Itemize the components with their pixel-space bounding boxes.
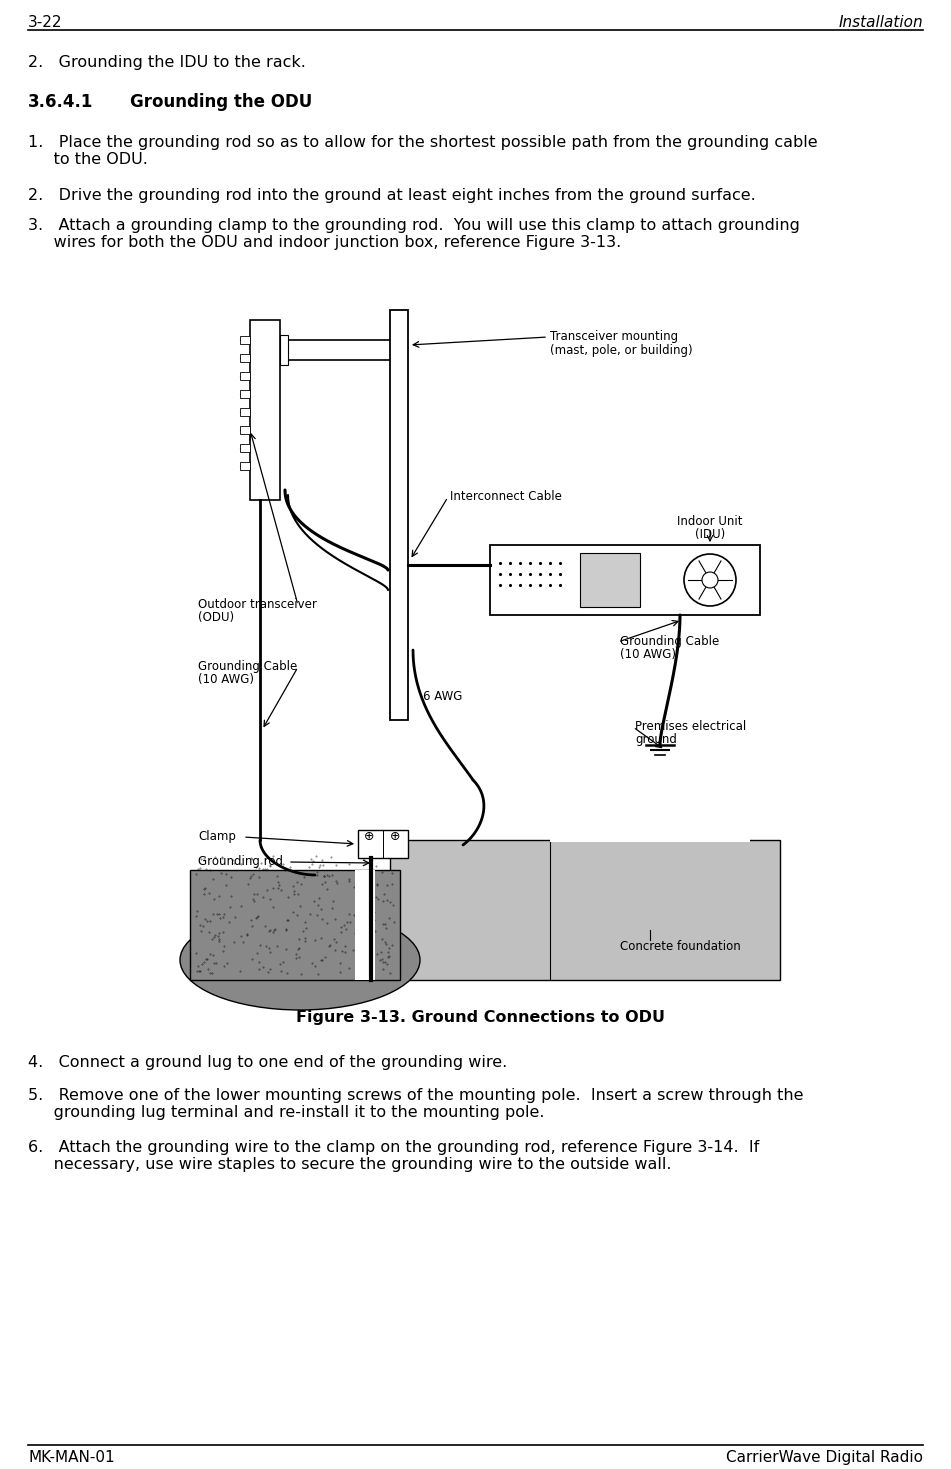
- Bar: [550, 707, 750, 842]
- Text: Grounding rod: Grounding rod: [198, 855, 283, 868]
- Text: (IDU): (IDU): [695, 527, 725, 541]
- Text: necessary, use wire staples to secure the grounding wire to the outside wall.: necessary, use wire staples to secure th…: [28, 1158, 671, 1172]
- Text: Concrete foundation: Concrete foundation: [620, 940, 741, 953]
- Bar: [580, 552, 640, 607]
- Text: CarrierWave Digital Radio: CarrierWave Digital Radio: [726, 1450, 923, 1465]
- Text: ⊕: ⊕: [390, 830, 400, 843]
- Text: wires for both the ODU and indoor junction box, reference Figure 3-13.: wires for both the ODU and indoor juncti…: [28, 235, 621, 250]
- Text: ⊕: ⊕: [363, 830, 375, 843]
- Text: Grounding Cable: Grounding Cable: [198, 660, 298, 673]
- Text: to the ODU.: to the ODU.: [28, 151, 147, 167]
- Bar: [490, 545, 760, 616]
- Text: (mast, pole, or building): (mast, pole, or building): [550, 344, 692, 357]
- Text: 2.   Drive the grounding rod into the ground at least eight inches from the grou: 2. Drive the grounding rod into the grou…: [28, 188, 756, 203]
- Text: (10 AWG): (10 AWG): [620, 648, 676, 661]
- Text: MK-MAN-01: MK-MAN-01: [28, 1450, 115, 1465]
- Bar: [240, 461, 250, 470]
- Text: 4.   Connect a ground lug to one end of the grounding wire.: 4. Connect a ground lug to one end of th…: [28, 1055, 507, 1069]
- Bar: [240, 372, 250, 380]
- Text: 6.   Attach the grounding wire to the clamp on the grounding rod, reference Figu: 6. Attach the grounding wire to the clam…: [28, 1140, 759, 1155]
- Text: Grounding Cable: Grounding Cable: [620, 635, 719, 648]
- Text: 3.6.4.1: 3.6.4.1: [28, 93, 93, 112]
- Text: ground: ground: [635, 733, 677, 746]
- Bar: [240, 408, 250, 416]
- Text: Outdoor transceiver: Outdoor transceiver: [198, 598, 317, 611]
- Bar: [390, 310, 408, 720]
- Bar: [358, 830, 408, 858]
- Ellipse shape: [180, 909, 420, 1011]
- Bar: [240, 336, 250, 344]
- Text: 3-22: 3-22: [28, 15, 63, 29]
- Text: Interconnect Cable: Interconnect Cable: [450, 491, 562, 502]
- Text: Transceiver mounting: Transceiver mounting: [550, 331, 678, 342]
- Text: Installation: Installation: [839, 15, 923, 29]
- Text: 1.   Place the grounding rod so as to allow for the shortest possible path from : 1. Place the grounding rod so as to allo…: [28, 135, 818, 150]
- Bar: [240, 354, 250, 361]
- Text: Indoor Unit: Indoor Unit: [677, 516, 743, 527]
- Text: Grounding the ODU: Grounding the ODU: [130, 93, 312, 112]
- Text: 6 AWG: 6 AWG: [423, 690, 462, 704]
- Text: 2.   Grounding the IDU to the rack.: 2. Grounding the IDU to the rack.: [28, 54, 306, 71]
- Bar: [240, 389, 250, 398]
- Text: 3.   Attach a grounding clamp to the grounding rod.  You will use this clamp to : 3. Attach a grounding clamp to the groun…: [28, 217, 800, 234]
- Text: Clamp: Clamp: [198, 830, 236, 843]
- Bar: [240, 426, 250, 433]
- Bar: [190, 870, 400, 980]
- Text: 5.   Remove one of the lower mounting screws of the mounting pole.  Insert a scr: 5. Remove one of the lower mounting scre…: [28, 1089, 804, 1103]
- Text: (ODU): (ODU): [198, 611, 234, 624]
- Text: Figure 3-13. Ground Connections to ODU: Figure 3-13. Ground Connections to ODU: [296, 1011, 665, 1025]
- Text: Premises electrical: Premises electrical: [635, 720, 747, 733]
- Bar: [250, 320, 280, 499]
- Text: grounding lug terminal and re-install it to the mounting pole.: grounding lug terminal and re-install it…: [28, 1105, 545, 1119]
- Bar: [355, 870, 375, 980]
- Text: (10 AWG): (10 AWG): [198, 673, 254, 686]
- Bar: [390, 840, 780, 980]
- Circle shape: [702, 571, 718, 588]
- Bar: [240, 444, 250, 452]
- Circle shape: [684, 554, 736, 607]
- Bar: [280, 335, 288, 364]
